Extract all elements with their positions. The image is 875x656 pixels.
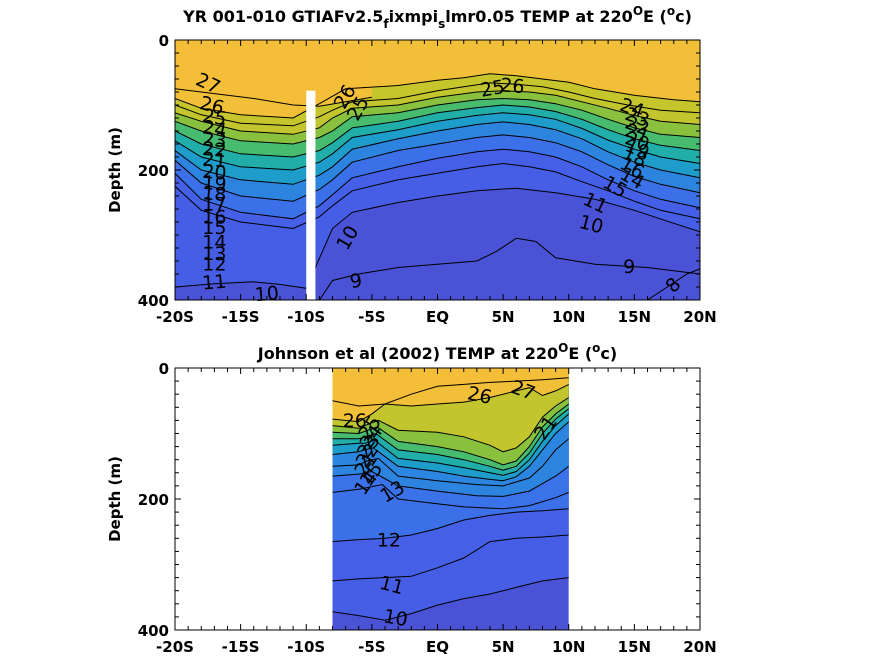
x-tick-label: 15N <box>618 308 651 326</box>
y-tick-label: 0 <box>159 32 169 50</box>
x-tick-label: 5N <box>492 308 515 326</box>
missing-data-gap <box>306 90 316 300</box>
x-tick-label: EQ <box>426 308 449 326</box>
contour-label: 10 <box>254 282 280 306</box>
contour-label: 11 <box>201 271 227 295</box>
contour-label: 26 <box>343 410 367 432</box>
isotherm-13 <box>332 484 569 510</box>
contour-label: 26 <box>465 382 493 409</box>
y-axis-label: Depth (m) <box>106 127 124 213</box>
x-tick-label: -20S <box>156 638 194 656</box>
isotherm-15 <box>332 438 569 487</box>
contour-label: 12 <box>202 253 226 275</box>
isotherm-23 <box>332 403 569 466</box>
x-tick-label: 10N <box>552 638 585 656</box>
x-tick-label: -20S <box>156 308 194 326</box>
x-tick-label: 20N <box>683 638 716 656</box>
contour-label: 12 <box>377 529 401 551</box>
x-tick-label: 10N <box>552 308 585 326</box>
isotherm-17 <box>332 421 569 482</box>
isotherm-11 <box>175 162 700 230</box>
isotherm-10 <box>332 577 569 621</box>
x-tick-label: 5N <box>492 638 515 656</box>
contour-label: 17 <box>202 194 226 216</box>
contour-label: 10 <box>382 605 410 631</box>
x-tick-label: -5S <box>358 638 385 656</box>
isotherm-20 <box>175 104 700 158</box>
x-tick-label: -10S <box>287 638 325 656</box>
isotherm-8 <box>647 268 700 300</box>
isotherm-14 <box>332 465 569 497</box>
contour-label: 18 <box>201 182 227 206</box>
x-tick-label: -15S <box>222 638 260 656</box>
isotherm-19 <box>332 413 569 476</box>
isotherm-9 <box>318 237 700 300</box>
isotherm-26 <box>332 383 569 423</box>
isotherm-27 <box>332 377 569 407</box>
isotherm-10 <box>175 187 700 289</box>
x-tick-label: -5S <box>358 308 385 326</box>
contour-label: 9 <box>623 256 635 278</box>
isotherm-22 <box>175 97 700 145</box>
contour-label: 15 <box>202 217 226 239</box>
isotherm-24 <box>175 90 700 135</box>
contour-label: 16 <box>202 207 226 229</box>
x-tick-label: 15N <box>618 638 651 656</box>
chart-title: YR 001-010 GTIAFv2.5fixmpislmr0.05 TEMP … <box>182 4 692 31</box>
isotherm-25 <box>332 397 569 453</box>
band-27 <box>175 40 372 107</box>
x-tick-label: -15S <box>222 308 260 326</box>
isotherm-16 <box>175 121 700 185</box>
contour-label: 23 <box>201 128 227 152</box>
x-tick-label: -10S <box>287 308 325 326</box>
y-tick-label: 0 <box>159 360 169 378</box>
contour-label: 22 <box>201 138 227 162</box>
contour-label: 20 <box>201 161 227 185</box>
contour-label: 9 <box>348 269 364 293</box>
y-axis-label: Depth (m) <box>106 456 124 542</box>
isotherm-18 <box>175 112 700 171</box>
x-tick-label: 20N <box>683 308 716 326</box>
contour-label: 13 <box>202 243 226 265</box>
y-tick-label: 400 <box>138 292 169 310</box>
contour-label: 25 <box>201 105 229 131</box>
contour-label: 19 <box>201 172 227 196</box>
band-27 <box>332 368 569 406</box>
contour-label: 25 <box>479 76 507 102</box>
contour-label: 26 <box>499 74 525 98</box>
contour-label: 14 <box>202 231 226 253</box>
isotherm-25 <box>175 82 700 127</box>
y-tick-label: 200 <box>138 162 169 180</box>
isotherm-14 <box>175 134 700 202</box>
isotherm-21 <box>332 408 569 471</box>
chart-title: Johnson et al (2002) TEMP at 220OE (oc) <box>257 341 617 363</box>
isotherm-11 <box>332 534 569 582</box>
isotherm-26 <box>175 73 700 119</box>
y-tick-label: 200 <box>138 491 169 509</box>
contour-label: 24 <box>201 116 229 142</box>
y-tick-label: 400 <box>138 622 169 640</box>
contour-label: 21 <box>201 148 227 172</box>
isotherm-12 <box>332 508 569 543</box>
x-tick-label: EQ <box>426 638 449 656</box>
isotherm-12 <box>175 148 700 220</box>
